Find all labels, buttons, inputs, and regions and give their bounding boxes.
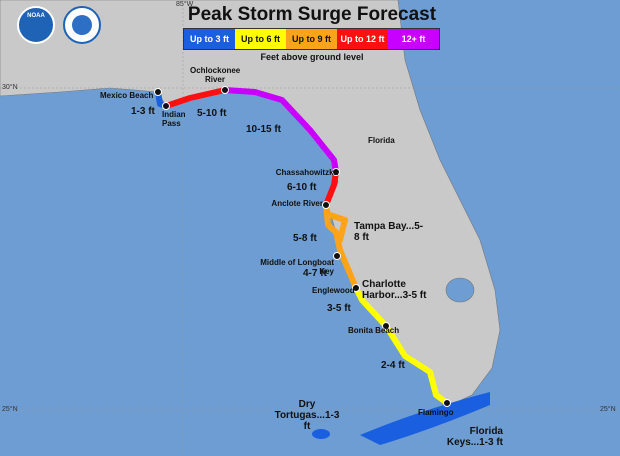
place-label: Mexico Beach bbox=[100, 91, 154, 100]
location-dots bbox=[154, 86, 451, 407]
surge-label: 10-15 ft bbox=[246, 124, 282, 135]
place-label: Bonita Beach bbox=[348, 326, 400, 335]
logo-text: NOAA bbox=[27, 13, 45, 19]
surge-label: 4-7 ft bbox=[303, 268, 327, 279]
legend: Up to 3 ft Up to 6 ft Up to 9 ft Up to 12 f… bbox=[183, 28, 440, 50]
surge-area bbox=[360, 392, 490, 445]
surge-segment bbox=[353, 285, 450, 406]
noaa-logo bbox=[17, 6, 55, 44]
surge-label: 5-10 ft bbox=[197, 108, 227, 119]
grid-label: 25°N bbox=[600, 406, 616, 413]
surge-segment bbox=[323, 169, 339, 208]
legend-item: 12+ ft bbox=[388, 29, 439, 49]
place-label: Ochlockonee River bbox=[190, 66, 241, 84]
surge-segment bbox=[163, 87, 228, 109]
surge-label: 6-10 ft bbox=[287, 182, 317, 193]
surge-label: Florida Keys...1-3 ft bbox=[446, 426, 503, 448]
surge-label: 3-5 ft bbox=[327, 303, 351, 314]
place-label: Englewood bbox=[312, 286, 355, 295]
place-label: Flamingo bbox=[418, 408, 454, 417]
surge-lines bbox=[155, 87, 450, 406]
grid-label: 25°N bbox=[2, 406, 18, 413]
surge-label: Tampa Bay...5-8 ft bbox=[354, 221, 424, 243]
title: Peak Storm Surge Forecast bbox=[187, 4, 437, 25]
surge-label: 1-3 ft bbox=[131, 106, 155, 117]
grid-label: 85°W bbox=[176, 1, 194, 8]
place-label: Florida bbox=[368, 136, 395, 145]
place-label: Chassahowitzka bbox=[275, 168, 338, 177]
place-label: Middle of Longboat Key bbox=[260, 258, 334, 276]
nws-logo bbox=[72, 15, 92, 35]
surge-label: Charlotte Harbor...3-5 ft bbox=[362, 279, 427, 301]
surge-segment bbox=[222, 87, 339, 175]
legend-item: Up to 9 ft bbox=[286, 29, 337, 49]
lake-okeechobee bbox=[445, 277, 475, 303]
legend-item: Up to 6 ft bbox=[235, 29, 286, 49]
surge-label: Dry Tortugas...1-3 ft bbox=[274, 399, 340, 432]
place-label: Indian Pass bbox=[162, 110, 186, 128]
subtitle: Feet above ground level bbox=[260, 52, 364, 62]
place-label: Anclote River bbox=[271, 199, 323, 208]
surge-label: 5-8 ft bbox=[293, 233, 317, 244]
surge-segment bbox=[323, 202, 359, 291]
grid-label: 30°N bbox=[2, 84, 18, 91]
legend-item: Up to 3 ft bbox=[184, 29, 235, 49]
legend-item: Up to 12 ft bbox=[337, 29, 388, 49]
surge-label: 2-4 ft bbox=[381, 360, 405, 371]
surge-area bbox=[312, 429, 330, 439]
